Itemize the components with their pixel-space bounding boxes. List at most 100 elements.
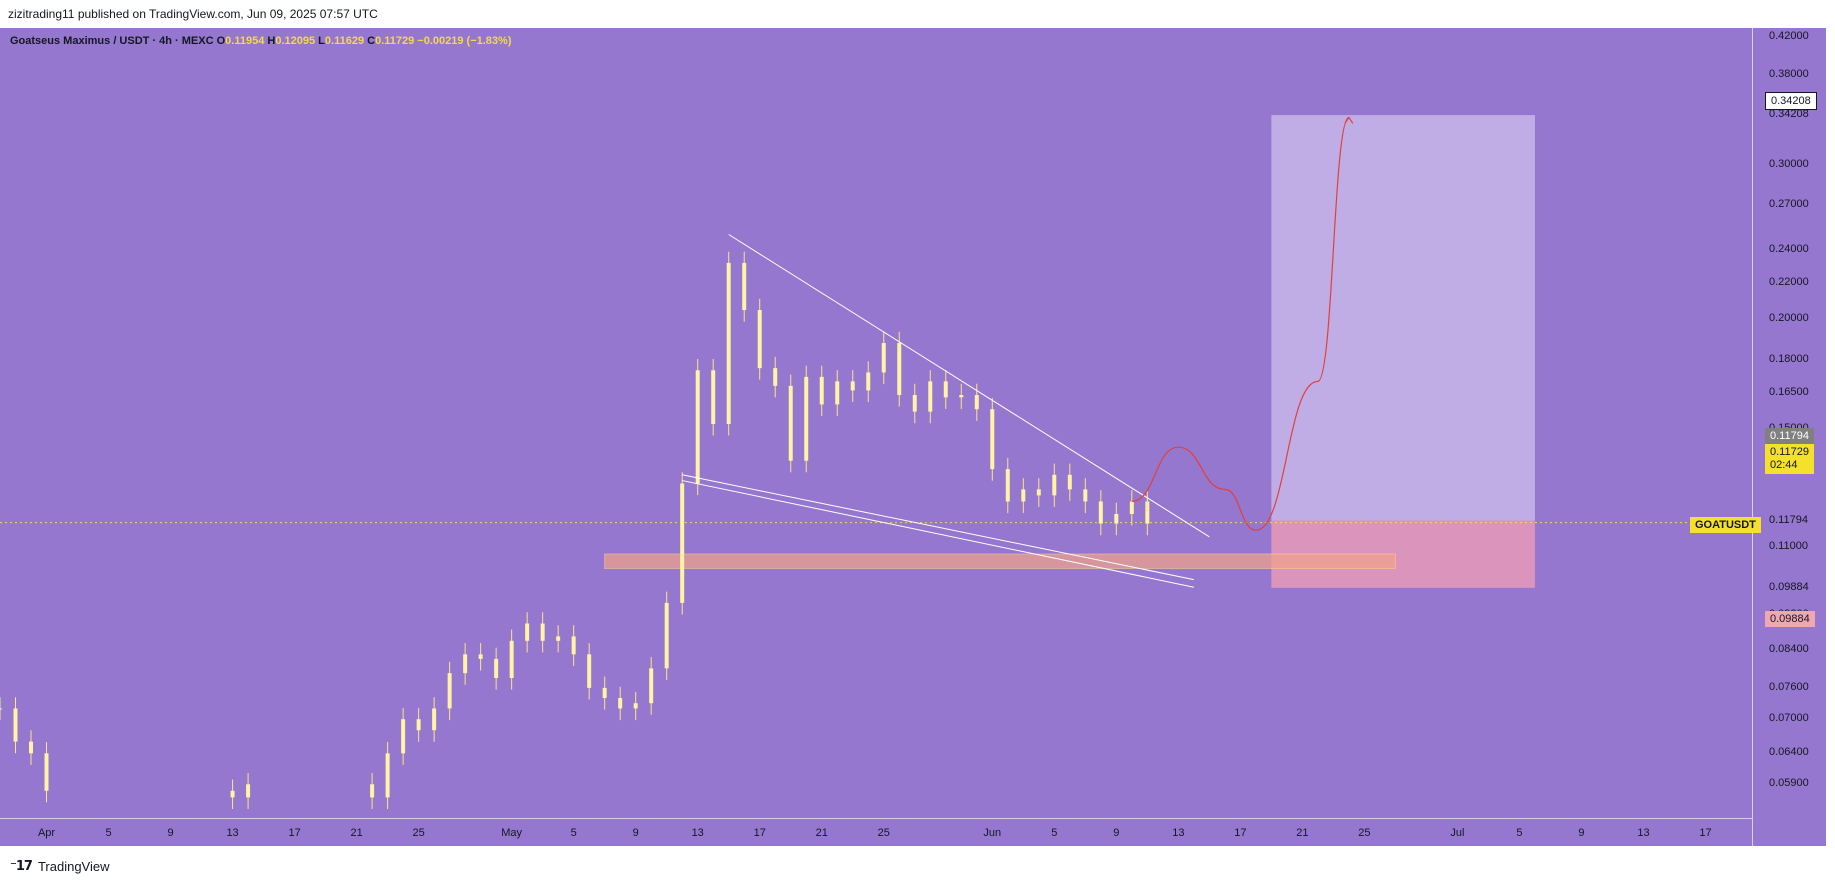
wedge-lower-line [682,474,1194,581]
candle-body [742,262,747,311]
candle-body [556,636,561,641]
candle-body [416,719,421,731]
candle-body [587,654,592,688]
candle-body [540,623,545,641]
price-tick-label: 0.34208 [1769,108,1809,121]
candle-body [1129,501,1134,514]
candle-body [385,753,390,798]
price-tick-label: 0.11000 [1769,540,1808,553]
candle-body [881,343,886,373]
footer: ⁻17 TradingView [0,846,1835,884]
low-label: L [318,35,325,47]
entry-price-text: 0.11794 [1770,430,1809,442]
candle-body [571,636,576,655]
time-tick-label: 13 [1637,827,1650,839]
candle-body [990,409,995,470]
candle-body [788,385,793,461]
last-price-text: 0.11729 [1770,446,1809,458]
tradingview-logo[interactable]: ⁻17 TradingView [10,859,110,874]
chart-canvas[interactable] [0,28,1752,846]
price-tick-label: 0.07000 [1769,712,1809,725]
candle-body [757,310,762,369]
candle-body [974,395,979,410]
ohlc-legend: Goatseus Maximus / USDT · 4h · MEXC O0.1… [10,35,511,47]
time-tick-label: 25 [412,827,425,839]
time-tick-label: 13 [1172,827,1185,839]
price-tick-label: 0.27000 [1769,198,1809,211]
publisher-bar: zizitrading11 published on TradingView.c… [0,0,1835,28]
countdown-text: 02:44 [1770,459,1798,471]
tradingview-logo-icon: ⁻17 [10,859,33,874]
candle-body [13,708,18,742]
target-zone [1271,115,1535,521]
time-tick-label: 13 [226,827,239,839]
price-tick-label: 0.24000 [1769,243,1809,256]
time-tick-label: 5 [570,827,577,839]
time-tick-label: 13 [691,827,704,839]
price-tick-label: 0.30000 [1769,158,1809,171]
candle-body [246,784,251,798]
candle-body [897,343,902,396]
high-value: 0.12095 [275,35,316,47]
chart-pane[interactable]: Goatseus Maximus / USDT · 4h · MEXC O0.1… [0,28,1752,846]
time-tick-label: 21 [815,827,828,839]
candle-body [959,395,964,398]
candle-body [773,368,778,386]
time-tick-label: 21 [350,827,363,839]
symbol-badge: GOATUSDT [1690,517,1761,533]
wedge-lower-line-2 [682,480,1194,588]
candle-body [943,381,948,398]
candle-body [401,719,406,754]
close-value: 0.11729 [375,35,415,47]
candle-body [1083,489,1088,502]
candle-body [1021,489,1026,502]
candle-body [432,708,437,731]
close-label: C [367,35,376,47]
candle-body [726,262,731,424]
candle-body [1098,501,1103,524]
price-axis[interactable]: 0.42000 0.38000 0.34208 0.30000 0.27000 0.240… [1752,28,1827,846]
time-tick-label: 5 [1051,827,1058,839]
candle-body [633,703,638,709]
candle-body [866,372,871,391]
time-tick-label: 17 [1699,827,1712,839]
candle-body [618,698,623,709]
price-tick-label: 0.07600 [1769,680,1809,693]
change-value: −0.00219 (−1.83%) [417,35,512,47]
open-value: 0.11954 [225,35,265,47]
price-tick-label: 0.18000 [1769,352,1809,365]
candle-body [1052,474,1057,496]
time-tick-label: 21 [1296,827,1309,839]
price-tick-label: 0.16500 [1769,385,1809,398]
time-axis[interactable]: Apr 5 9 13 17 21 25 May 5 9 13 17 21 25 Jun 5 9 13 17 21 25 J… [0,818,1752,846]
candle-body [230,790,235,798]
candle-body [602,687,607,699]
time-tick-label: 17 [753,827,766,839]
time-tick-label: Jun [983,827,1002,839]
candle-body [509,640,514,678]
time-tick-label: Apr [37,827,56,839]
tradingview-brand-text: TradingView [37,859,110,874]
candle-body [649,668,654,704]
candle-body [478,654,483,659]
price-tick-label: 0.38000 [1769,68,1809,81]
low-value: 0.11629 [324,35,365,47]
candle-body [680,483,685,603]
candle-body [850,381,855,391]
time-tick-label: 9 [1578,827,1585,839]
stop-price-text: 0.09884 [1770,613,1810,625]
candle-body [695,370,700,484]
time-tick-label: 9 [632,827,639,839]
candle-body [44,753,49,791]
candle-body [370,784,375,798]
candle-body [525,623,530,641]
time-tick-label: 17 [288,827,301,839]
symbol-title: Goatseus Maximus / USDT · 4h · MEXC [10,35,214,47]
candle-body [1145,510,1150,524]
time-tick-label: 25 [877,827,890,839]
open-label: O [216,35,226,47]
projection-path [1131,116,1350,531]
candle-body [804,376,809,461]
right-border [1826,28,1835,846]
time-tick-label: 9 [1113,827,1120,839]
